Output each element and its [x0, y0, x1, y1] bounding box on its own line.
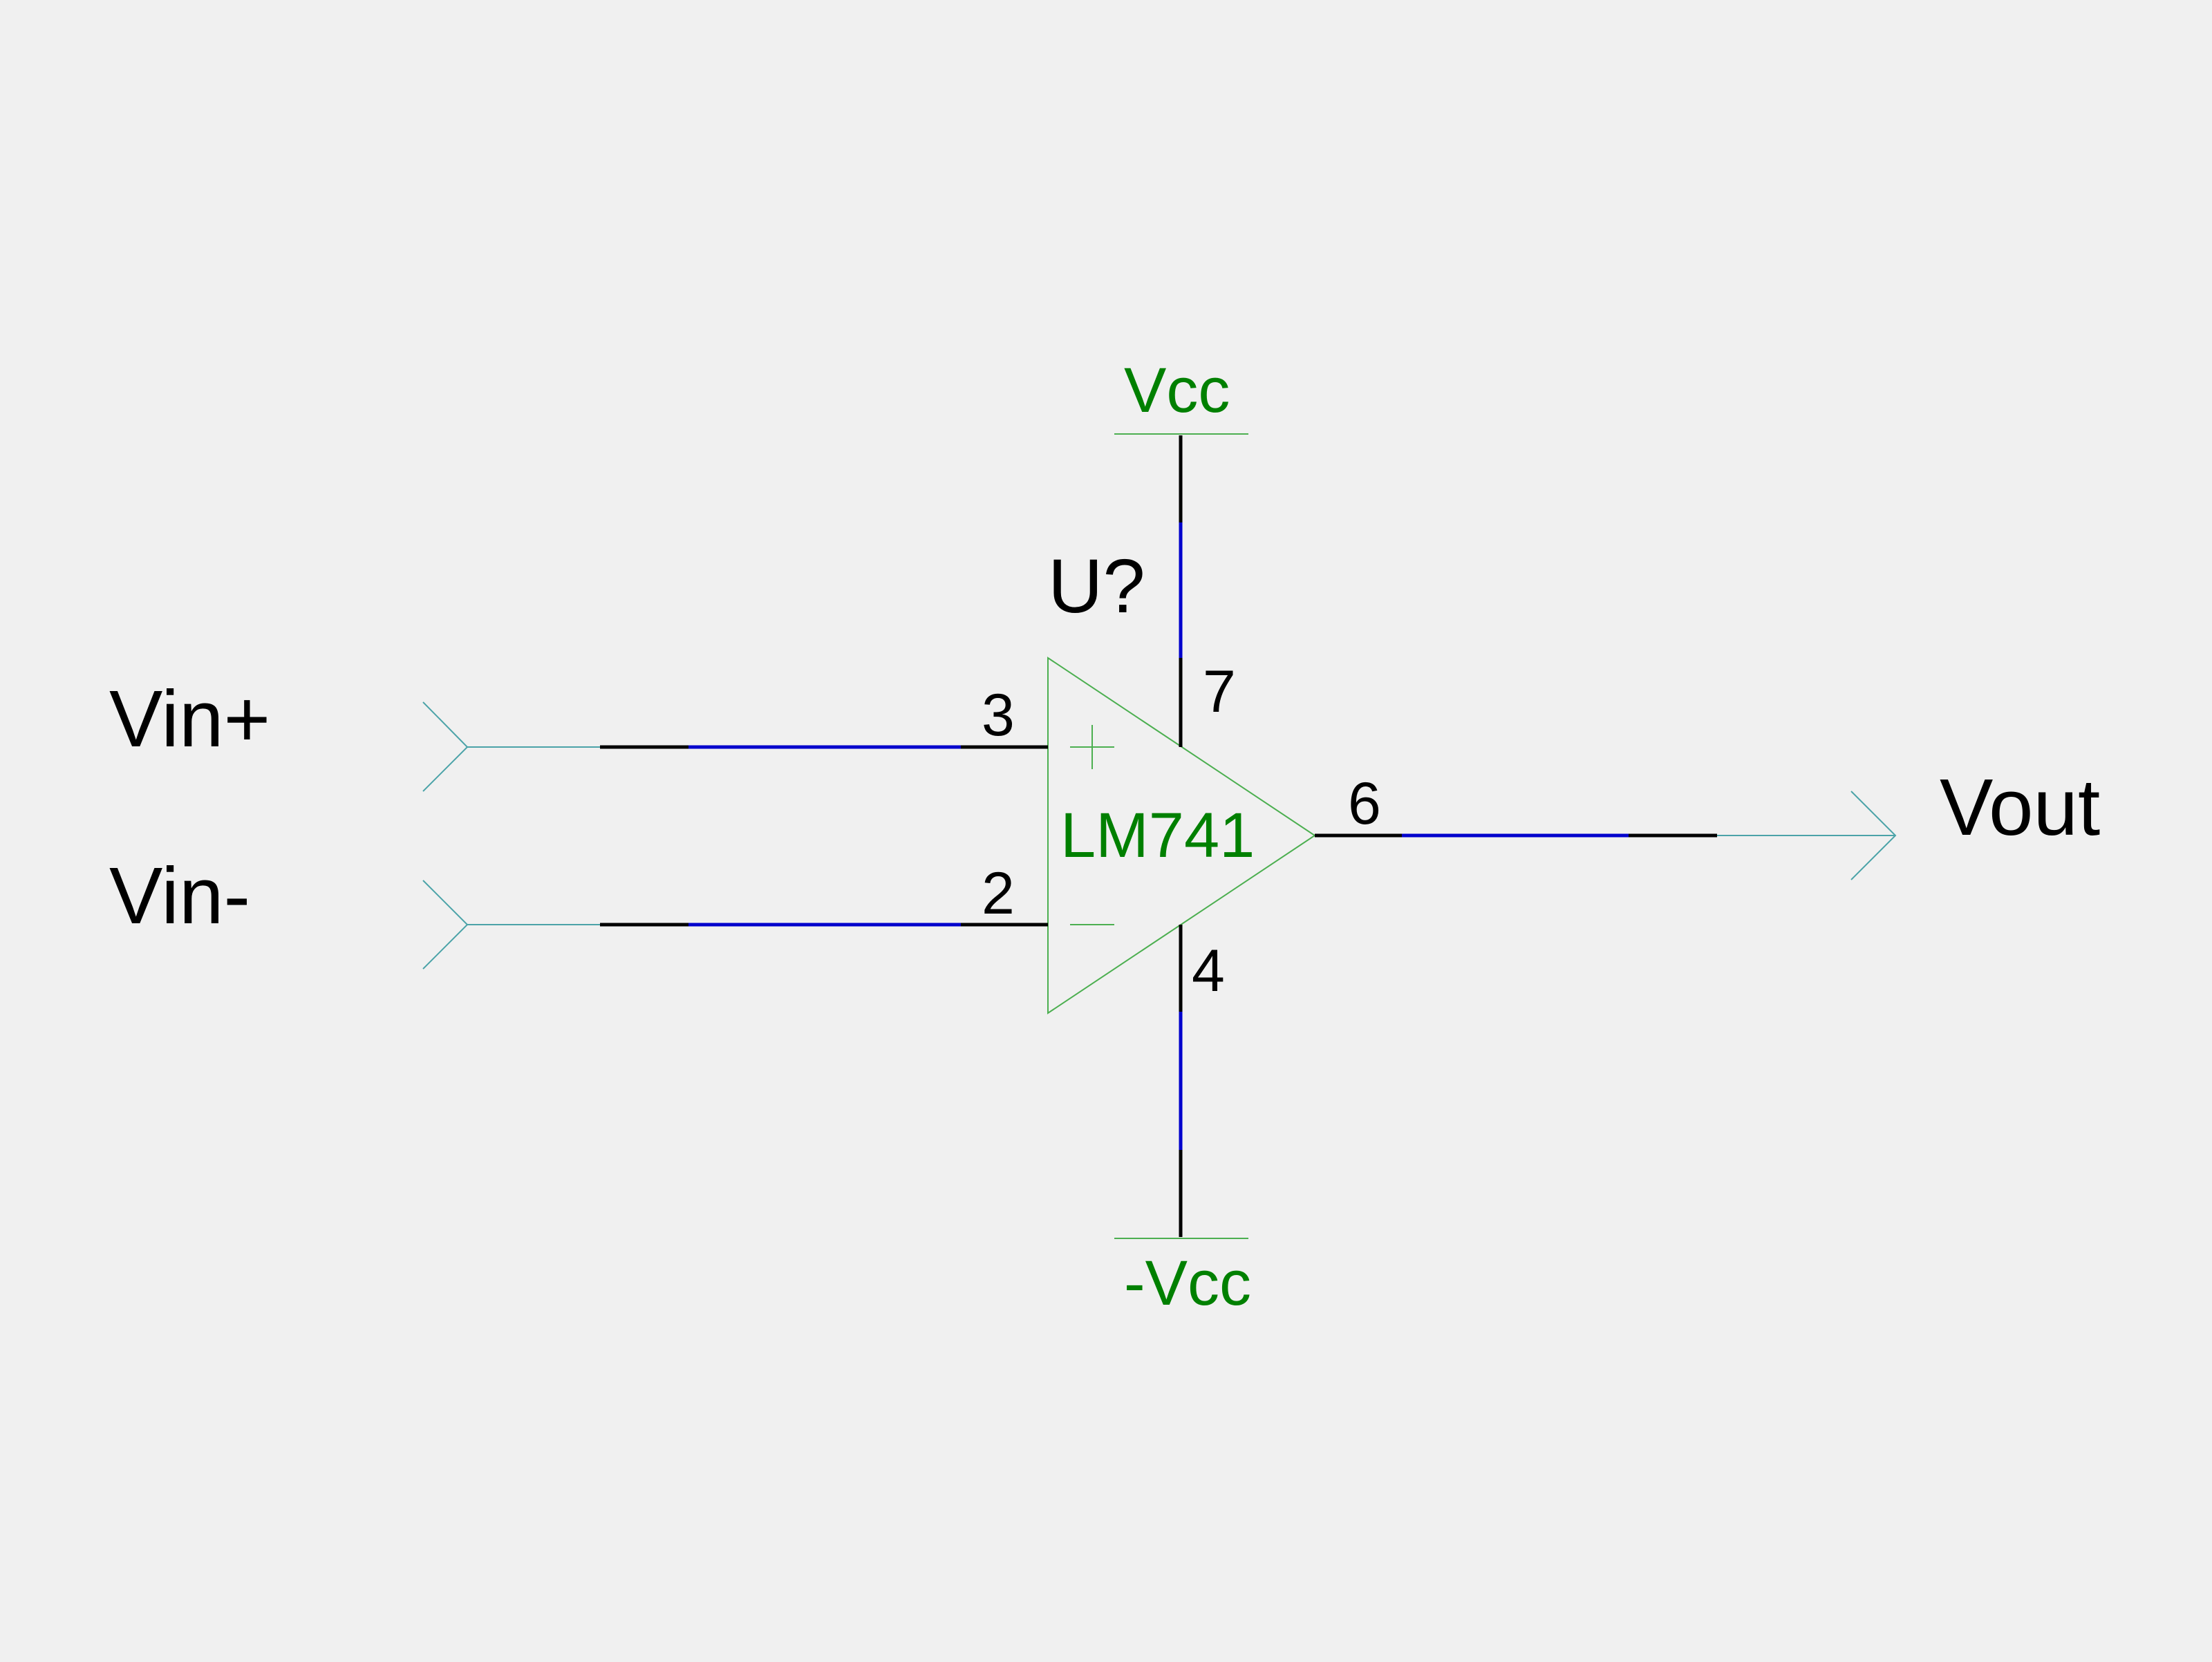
- port-vout[interactable]: Vout: [1717, 762, 2100, 880]
- port-label-vin-minus: Vin-: [109, 851, 250, 941]
- power-label-vcc: Vcc: [1124, 355, 1230, 426]
- port-arrow-vin-minus: [422, 880, 469, 970]
- reference-designator: U?: [1048, 544, 1145, 629]
- pin-number-3: 3: [982, 682, 1015, 748]
- pin-number-2: 2: [982, 860, 1015, 927]
- pin-number-7: 7: [1203, 659, 1236, 725]
- port-label-vout: Vout: [1940, 762, 2100, 852]
- op-amp-symbol[interactable]: LM741 U?: [1047, 544, 1316, 1014]
- part-value-label: LM741: [1060, 800, 1255, 871]
- power-symbol-vcc[interactable]: Vcc: [1114, 355, 1248, 435]
- plus-sign: [1070, 725, 1114, 769]
- port-arrow-vin-plus: [422, 701, 469, 792]
- pin-number-4: 4: [1192, 938, 1225, 1004]
- port-label-vin-plus: Vin+: [109, 674, 270, 764]
- port-arrow-vout: [1850, 791, 1897, 880]
- port-vin-plus[interactable]: Vin+: [109, 674, 600, 792]
- power-label-neg-vcc: -Vcc: [1124, 1248, 1251, 1319]
- pin-number-6: 6: [1348, 771, 1381, 837]
- power-symbol-neg-vcc[interactable]: -Vcc: [1114, 1238, 1251, 1319]
- port-vin-minus[interactable]: Vin-: [109, 851, 600, 970]
